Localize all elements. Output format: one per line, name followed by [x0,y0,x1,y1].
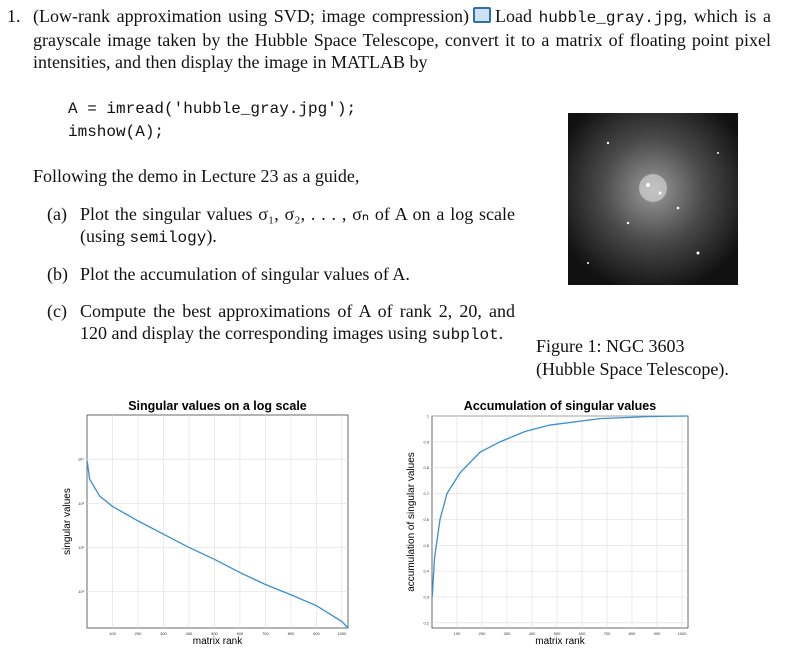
y-tick-label: 10¹ [78,589,84,594]
x-tick-label: 800 [629,631,636,636]
code-line: A = imread('hubble_gray.jpg'); [68,100,357,118]
x-tick-label: 300 [160,631,167,636]
code: subplot [431,326,499,344]
x-tick-label: 300 [504,631,511,636]
intro-text: Load [495,6,533,26]
y-tick-label: 0.6 [423,517,429,522]
x-tick-label: 500 [554,631,561,636]
part-label: (a) [47,204,67,224]
y-tick-label: 0.2 [423,620,429,625]
x-tick-label: 100 [454,631,461,636]
part-text: Plot the accumulation of singular values… [80,264,410,284]
chart-title: Singular values on a log scale [128,399,307,413]
plot-area [431,415,689,629]
intro-text: , which is a grayscale image taken by th… [33,6,772,72]
x-tick-label: 100 [109,631,116,636]
text: . [498,323,504,343]
code-line: imshow(A); [68,123,165,141]
y-axis-label: singular values [62,488,73,555]
text: ). [206,226,217,246]
part-label: (b) [47,264,68,284]
x-tick-label: 900 [313,631,320,636]
intro-title: (Low-rank approximation using SVD; image… [33,6,470,26]
x-tick-label: 600 [579,631,586,636]
x-tick-label: 500 [211,631,218,636]
chart-title: Accumulation of singular values [464,399,656,413]
code: semilogy [129,229,207,247]
x-axis-label: matrix rank [535,636,585,647]
x-tick-label: 400 [186,631,193,636]
y-tick-label: 10⁴ [78,457,84,462]
intro: (Low-rank approximation using SVD; image… [33,5,771,73]
y-axis-label: accumulation of singular values [406,452,417,592]
y-tick-label: 0.3 [423,594,429,599]
x-tick-label: 200 [135,631,142,636]
data-line [431,415,689,598]
x-tick-label: 1000 [337,631,347,636]
x-tick-label: 700 [262,631,269,636]
part-label: (c) [47,301,67,321]
hubble-image [568,113,738,285]
text: Plot the singular values σ₁, σ₂, . . . ,… [80,204,515,246]
text: Compute the best approximations of A of … [80,301,515,343]
x-tick-label: 600 [237,631,244,636]
y-tick-label: 0.4 [423,569,429,574]
charts: 100 200 300 400 500 600 700 800 900 1000 10¹ 10² 10³… [62,399,689,647]
x-tick-label: 800 [288,631,295,636]
y-tick-label: 0.7 [423,491,429,496]
part-text: Compute the best approximations of A of … [80,300,515,346]
filename: hubble_gray.jpg [538,9,683,27]
problem-number: 1. [7,6,21,26]
x-tick-label: 400 [529,631,536,636]
y-tick-label: 0.5 [423,543,429,548]
x-tick-label: 200 [479,631,486,636]
y-tick-label: 10² [78,545,84,550]
x-axis-label: matrix rank [193,636,243,647]
y-tick-label: 1 [427,414,430,419]
x-tick-label: 900 [654,631,661,636]
lead: Following the demo in Lecture 23 as a gu… [33,166,360,186]
caption: Figure 1: NGC 3603 [536,336,685,356]
icon [473,7,492,23]
x-tick-label: 1000 [678,631,688,636]
plot-area [86,414,349,629]
y-tick-label: 0.8 [423,465,429,470]
y-tick-label: 0.9 [423,439,429,444]
data-line [86,461,349,629]
part-text: Plot the singular values σ₁, σ₂, . . . ,… [80,203,515,249]
y-tick-label: 10³ [78,501,84,506]
x-tick-label: 700 [604,631,611,636]
caption: (Hubble Space Telescope). [536,359,729,379]
